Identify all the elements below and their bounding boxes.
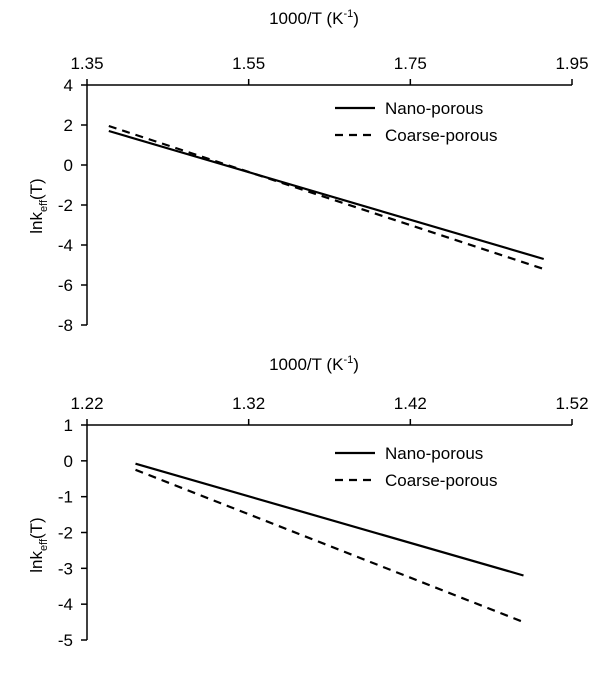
x-tick-label: 1.42 xyxy=(394,394,427,413)
tick-labels: 1.22 1.32 1.42 1.52 1 0 -1 -2 -3 -4 -5 xyxy=(58,394,589,650)
y-tick-label: -2 xyxy=(58,196,73,215)
x-tick-label: 1.75 xyxy=(394,54,427,73)
y-tick-label: -1 xyxy=(58,488,73,507)
y-tick-label: 0 xyxy=(64,156,73,175)
y-tick-label: -5 xyxy=(58,631,73,650)
y-axis-title: lnkeff(T) xyxy=(27,178,50,233)
x-axis-title: 1000/T (K-1) xyxy=(269,354,359,374)
y-axis-title: lnkeff(T) xyxy=(27,517,50,572)
y-tick-label: -3 xyxy=(58,559,73,578)
x-tick-label: 1.52 xyxy=(555,394,588,413)
legend-label: Nano-porous xyxy=(385,99,483,118)
y-tick-label: -4 xyxy=(58,595,73,614)
series-lines xyxy=(108,124,545,271)
y-tick-label: -4 xyxy=(58,236,73,255)
x-tick-label: 1.32 xyxy=(232,394,265,413)
legend: Nano-porous Coarse-porous xyxy=(335,444,497,490)
axes xyxy=(81,79,573,326)
y-tick-label: -8 xyxy=(58,316,73,335)
y-tick-label: 4 xyxy=(64,76,73,95)
series-lines xyxy=(135,462,524,624)
chart-top: 1000/T (K-1) lnkeff(T) 1.35 1.55 1.75 1.95 4… xyxy=(27,8,589,335)
x-axis-title: 1000/T (K-1) xyxy=(269,8,359,28)
tick-labels: 1.35 1.55 1.75 1.95 4 2 0 -2 -4 -6 -8 xyxy=(58,54,589,335)
series-line-coarse-porous xyxy=(108,124,545,271)
y-tick-label: 2 xyxy=(64,116,73,135)
chart-bottom: 1000/T (K-1) lnkeff(T) 1.22 1.32 1.42 1.521… xyxy=(27,354,589,650)
legend: Nano-porous Coarse-porous xyxy=(335,99,497,145)
x-tick-label: 1.35 xyxy=(70,54,103,73)
axes xyxy=(81,419,573,641)
x-tick-label: 1.55 xyxy=(232,54,265,73)
y-tick-label: 0 xyxy=(64,452,73,471)
legend-label: Coarse-porous xyxy=(385,471,497,490)
series-line-nano-porous xyxy=(135,462,524,577)
legend-label: Nano-porous xyxy=(385,444,483,463)
y-tick-label: -6 xyxy=(58,276,73,295)
y-tick-label: -2 xyxy=(58,524,73,543)
x-tick-label: 1.22 xyxy=(70,394,103,413)
y-tick-label: 1 xyxy=(64,416,73,435)
series-line-coarse-porous xyxy=(135,468,524,624)
x-tick-label: 1.95 xyxy=(555,54,588,73)
series-line-nano-porous xyxy=(108,129,545,261)
legend-label: Coarse-porous xyxy=(385,126,497,145)
